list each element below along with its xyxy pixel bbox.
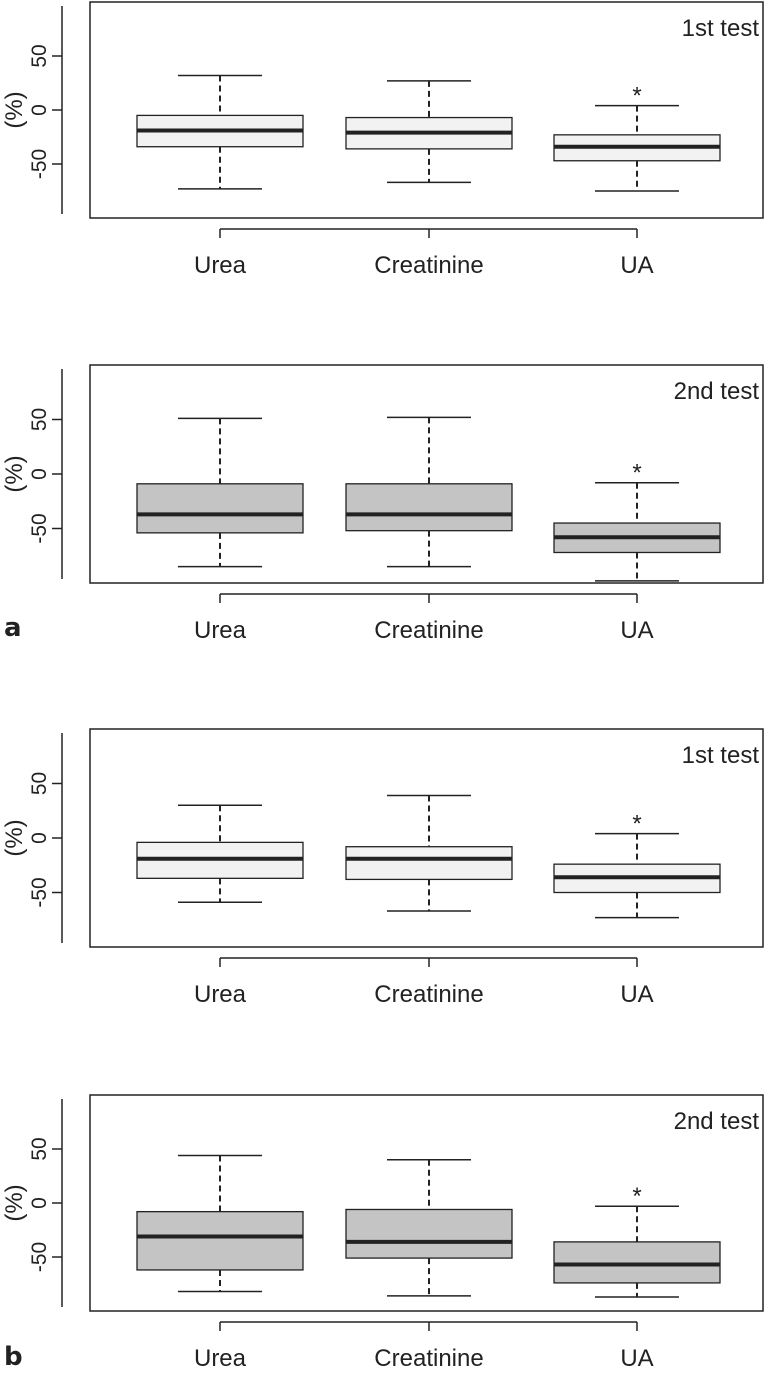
- panel-2-category-label-0: Urea: [194, 617, 247, 644]
- panel-3-ytick-label-0: 50: [28, 772, 51, 795]
- panel-1-ytick-label-2: -50: [28, 149, 51, 179]
- panel-3-test-label: 1st test: [682, 742, 760, 769]
- panel-4-ylabel: (%): [1, 1184, 28, 1221]
- panel-2-plot-frame: [89, 364, 764, 584]
- panel-3-ytick-label-1: 0: [28, 832, 51, 844]
- panel-1-category-label-0: Urea: [194, 252, 247, 279]
- panel-2-ylabel: (%): [1, 455, 28, 492]
- panel-3-ylabel: (%): [1, 819, 28, 856]
- panel-1-test-label: 1st test: [682, 15, 760, 42]
- panel-4-ytick-label-1: 0: [28, 1197, 51, 1209]
- panel-2-category-label-1: Creatinine: [374, 617, 483, 644]
- panel-1-significance-marker: *: [632, 83, 641, 110]
- panel-3-category-label-2: UA: [620, 981, 653, 1008]
- panel-3-category-label-1: Creatinine: [374, 981, 483, 1008]
- panel-1-category-label-2: UA: [620, 252, 653, 279]
- panel-1-ylabel: (%): [1, 91, 28, 128]
- panel-2-box-0-iqr: [136, 483, 304, 534]
- panel-1-ytick-label-0: 50: [28, 44, 51, 67]
- panel-3-ytick-label-2: -50: [28, 877, 51, 907]
- panel-4-significance-marker: *: [632, 1183, 641, 1210]
- panel-4-category-label-2: UA: [620, 1345, 653, 1372]
- panel-3-significance-marker: *: [632, 811, 641, 838]
- panel-4-ytick-label-0: 50: [28, 1137, 51, 1160]
- panel-2-ytick-label-0: 50: [28, 408, 51, 431]
- panel-3-plot-frame: [89, 728, 764, 948]
- panel-2-box-1-iqr: [345, 483, 513, 532]
- panel-4-ytick-label-2: -50: [28, 1242, 51, 1272]
- panel-letter-b: b: [4, 1342, 23, 1372]
- panel-4-category-label-0: Urea: [194, 1345, 247, 1372]
- panel-2-ytick-label-1: 0: [28, 468, 51, 480]
- panel-2-ytick-label-2: -50: [28, 513, 51, 543]
- panel-4-box-0-iqr: [136, 1210, 304, 1271]
- panel-4-plot-frame: [89, 1094, 764, 1312]
- panel-4-box-2-iqr: [553, 1241, 721, 1284]
- panel-3-box-1-iqr: [345, 846, 513, 881]
- panel-1-plot-frame: [89, 1, 764, 219]
- panel-4-category-label-1: Creatinine: [374, 1345, 483, 1372]
- panel-4-test-label: 2nd test: [674, 1108, 760, 1135]
- panel-1-category-label-1: Creatinine: [374, 252, 483, 279]
- panel-4-box-1-iqr: [345, 1208, 513, 1259]
- panel-2-test-label: 2nd test: [674, 378, 760, 405]
- panel-2-category-label-2: UA: [620, 617, 653, 644]
- panel-3-category-label-0: Urea: [194, 981, 247, 1008]
- panel-2-significance-marker: *: [632, 460, 641, 487]
- panel-1-ytick-label-1: 0: [28, 104, 51, 116]
- panel-letter-a: a: [4, 613, 22, 643]
